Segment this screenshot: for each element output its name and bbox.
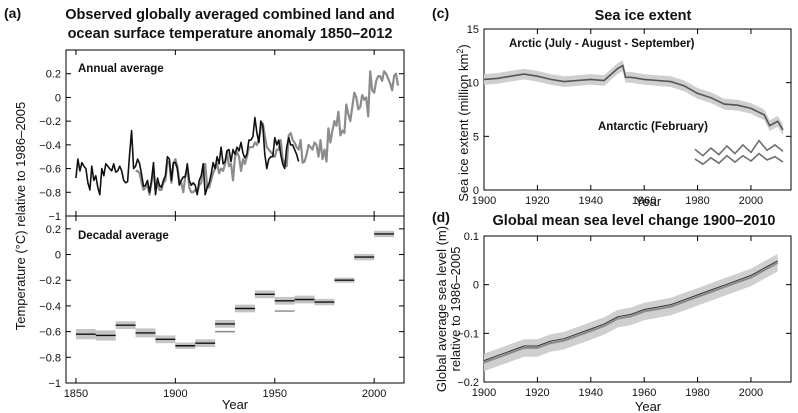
panel-d-sea-level-line [483,261,779,364]
panel-a-title-line1: Observed globally averaged combined land… [65,7,395,23]
panel-a-annual-ytick-label: −1 [48,211,61,223]
panel-a-decadal-xtick-label: 2000 [362,388,386,400]
panel-c-arctic-line [483,64,784,131]
panel-c-frame [483,28,792,191]
panel-c: (c) Sea ice extent Sea ice extent (milli… [432,5,792,209]
panel-c-arctic-band [484,60,783,136]
panel-a-decadal-plot: −1 −0.8 −0.6 −0.4 −0.2 0 0.2 1850 1900 1950 2000 [39,215,405,400]
panel-a-decadal-ytick-label: −1 [48,378,61,390]
panel-a-annual-label: Annual average [78,63,164,75]
panel-c-plot: 0 5 10 15 1900 1920 1940 1960 1980 2000 [467,24,792,207]
panel-d-xlabel: Year [635,399,662,413]
panel-a-ylabel: Temperature (°C) relative to 1986–2005 [13,102,28,331]
panel-a-decadal-label: Decadal average [78,230,169,242]
panel-c-xtick-label: 1960 [632,195,656,207]
panel-c-ylabel-end: ) [456,44,471,48]
panel-a-label: (a) [4,5,21,21]
panel-c-ylabel-sup: 2 [455,49,465,54]
panel-d-ytick-label: −0.2 [457,377,479,389]
panel-d-ylabel-line2: relative to 1986–2005 [448,246,463,371]
panel-c-antarctic-line [694,139,784,157]
panel-c-xtick-label: 1920 [525,195,549,207]
panel-d-ylabel-line1: Global average sea level (m) [434,226,449,392]
panel-a-annual-ytick-label: 0.2 [46,69,61,81]
panel-c-antarctic-label: Antarctic (February) [598,121,708,133]
panel-a-xlabel: Year [222,397,249,412]
panel-a-decadal-ytick-label: −0.6 [39,327,61,339]
panel-d: (d) Global mean sea level change 1900–20… [432,209,792,413]
panel-c-arctic-label: Arctic (July - August - September) [509,38,695,50]
panel-c-ytick-label: 5 [473,131,479,143]
panel-a-decadal-ytick-label: −0.2 [39,275,61,287]
panel-c-xtick-label: 1940 [579,195,603,207]
panel-d-label: (d) [432,209,450,225]
panel-d-ytick-label: −0.1 [457,328,479,340]
panel-c-xlabel: Year [635,194,662,209]
panel-c-antarctic-line [694,152,784,166]
panel-d-ytick-label: 0 [473,280,479,292]
panel-d-xtick-label: 1960 [632,387,656,399]
panel-a-decadal-xtick-label: 1900 [163,388,187,400]
panel-d-frame [483,235,792,383]
panel-c-xtick-label: 1900 [472,195,496,207]
panel-a-title-line2: ocean surface temperature anomaly 1850–2… [68,26,393,42]
panel-c-ylabel-main: Sea ice extent (million km [456,54,471,202]
panel-d-plot: −0.2 −0.1 0 0.1 1900 1920 1940 1960 1980 2000 [457,231,792,399]
panel-a-annual-ytick-label: −0.8 [39,187,61,199]
panel-d-title: Global mean sea level change 1900–2010 [493,213,776,229]
panel-c-ylabel: Sea ice extent (million km2) [455,44,471,201]
panel-a-decadal-frame [65,215,405,384]
panel-c-xtick-label: 1980 [685,195,709,207]
panel-d-xtick-label: 1900 [472,387,496,399]
panel-a-annual-ytick-label: 0 [55,92,61,104]
panel-a-annual-series-dark [75,116,300,196]
panel-a-decadal-ytick-label: −0.8 [39,352,61,364]
panel-d-sea-level-line-dark [483,260,778,362]
panel-a-annual-plot: −1 −0.8 −0.6 −0.4 −0.2 0 0.2 [39,49,405,223]
panel-d-xtick-label: 1940 [579,387,603,399]
panel-d-xtick-label: 1920 [525,387,549,399]
panel-d-xtick-label: 1980 [685,387,709,399]
panel-a: (a) Observed globally averaged combined … [4,5,405,412]
panel-a-decadal-ytick-label: 0 [55,250,61,262]
panel-d-uncertainty-band [484,254,778,372]
panel-a-decadal-xtick-label: 1950 [263,388,287,400]
panel-d-ytick-label: 0.1 [464,231,479,243]
panel-c-ytick-label: 0 [473,185,479,197]
panel-c-ytick-label: 15 [467,24,479,36]
panel-a-decadal-ytick-label: −0.4 [39,301,61,313]
panel-c-title: Sea ice extent [595,8,692,24]
panel-c-label: (c) [432,5,449,21]
panel-c-ytick-label: 10 [467,78,479,90]
panel-c-xtick-label: 2000 [739,195,763,207]
panel-a-annual-ytick-label: −0.2 [39,116,61,128]
panel-a-annual-ytick-label: −0.4 [39,140,61,152]
panel-a-annual-ytick-label: −0.6 [39,164,61,176]
panel-a-annual-series-grey [135,70,400,196]
panel-a-decadal-xtick-label: 1850 [64,388,88,400]
panel-d-xtick-label: 2000 [739,387,763,399]
panel-a-decadal-ytick-label: 0.2 [46,224,61,236]
